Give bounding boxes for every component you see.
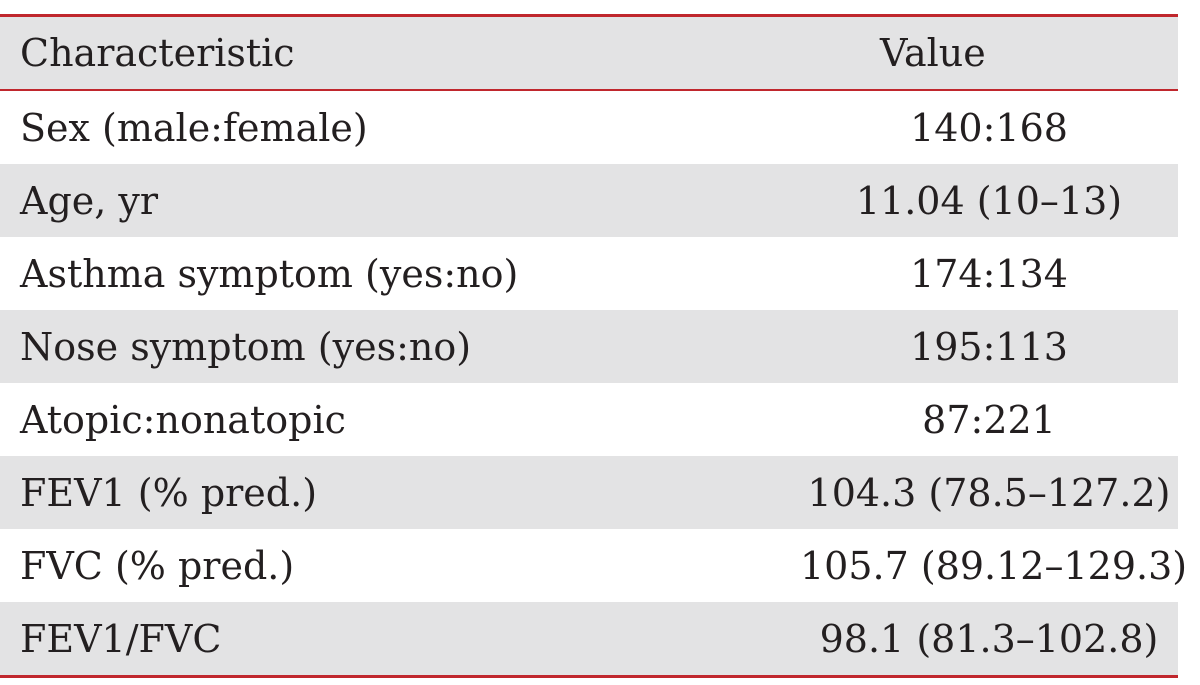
header-characteristic: Characteristic: [0, 14, 680, 91]
table-row: FVC (% pred.) 105.7 (89.12–129.3): [0, 529, 1188, 602]
row-characteristic: Sex (male:female): [20, 105, 368, 150]
row-characteristic: Asthma symptom (yes:no): [20, 251, 519, 296]
row-value: 174:134: [910, 251, 1068, 296]
row-value: 104.3 (78.5–127.2): [680, 456, 1178, 529]
table-row: Nose symptom (yes:no) 195:113: [0, 310, 1178, 383]
row-value: 87:221: [922, 397, 1056, 442]
header-row: Characteristic Value: [0, 14, 1178, 91]
row-characteristic: FVC (% pred.): [20, 543, 295, 588]
row-characteristic: FEV1/FVC: [0, 602, 680, 678]
row-characteristic: Atopic:nonatopic: [20, 397, 346, 442]
row-value: 11.04 (10–13): [680, 164, 1178, 237]
header-value: Value: [680, 14, 1178, 91]
table-header: Characteristic Value: [0, 14, 1178, 91]
table-row: FEV1 (% pred.) 104.3 (78.5–127.2): [0, 456, 1178, 529]
table-row: FEV1/FVC 98.1 (81.3–102.8): [0, 602, 1178, 678]
row-value: 140:168: [910, 105, 1068, 150]
row-value: 98.1 (81.3–102.8): [680, 602, 1178, 678]
table-row: Age, yr 11.04 (10–13): [0, 164, 1178, 237]
row-characteristic: Age, yr: [0, 164, 680, 237]
row-characteristic: FEV1 (% pred.): [0, 456, 680, 529]
row-value: 195:113: [680, 310, 1178, 383]
characteristics-table-container: Characteristic Value Sex (male:female) 1…: [0, 14, 1188, 678]
table-body: Sex (male:female) 140:168 Age, yr 11.04 …: [0, 90, 1188, 678]
table-row: Atopic:nonatopic 87:221: [0, 383, 1178, 456]
table-row: Asthma symptom (yes:no) 174:134: [0, 237, 1178, 310]
characteristics-table: Characteristic Value Sex (male:female) 1…: [0, 14, 1188, 678]
row-characteristic: Nose symptom (yes:no): [0, 310, 680, 383]
row-value: 105.7 (89.12–129.3): [800, 543, 1188, 588]
table-row: Sex (male:female) 140:168: [0, 90, 1178, 164]
